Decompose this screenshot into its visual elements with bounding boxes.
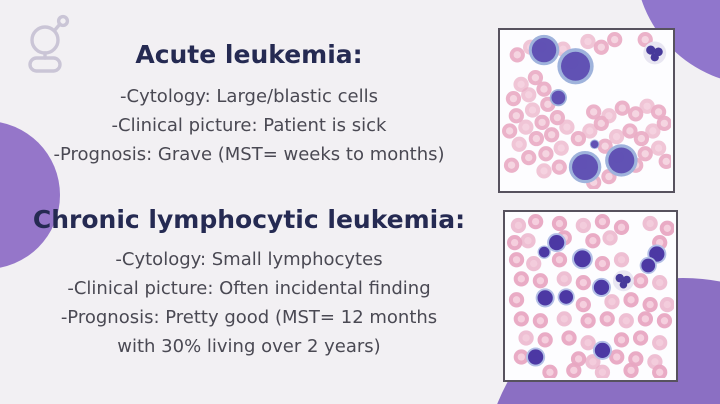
acute-blood-smear-image <box>498 28 675 193</box>
cll-clinical-line: -Clinical picture: Often incidental find… <box>67 278 431 299</box>
acute-leukemia-heading: Acute leukemia: <box>135 40 363 69</box>
cll-prognosis-line-2: with 30% living over 2 years) <box>117 336 381 357</box>
cll-heading: Chronic lymphocytic leukemia: <box>32 205 466 234</box>
acute-prognosis-line: -Prognosis: Grave (MST= weeks to months) <box>53 144 445 165</box>
acute-cytology-line: -Cytology: Large/blastic cells <box>120 86 378 107</box>
cll-cytology-line: -Cytology: Small lymphocytes <box>115 249 383 270</box>
g-logo-icon <box>28 14 70 73</box>
cll-bullet-list: -Cytology: Small lymphocytes -Clinical p… <box>6 245 492 361</box>
acute-clinical-line: -Clinical picture: Patient is sick <box>111 115 387 136</box>
cll-prognosis-line: -Prognosis: Pretty good (MST= 12 months <box>60 307 438 328</box>
cll-blood-smear-image <box>503 210 678 382</box>
acute-bullet-list: -Cytology: Large/blastic cells -Clinical… <box>6 82 492 169</box>
